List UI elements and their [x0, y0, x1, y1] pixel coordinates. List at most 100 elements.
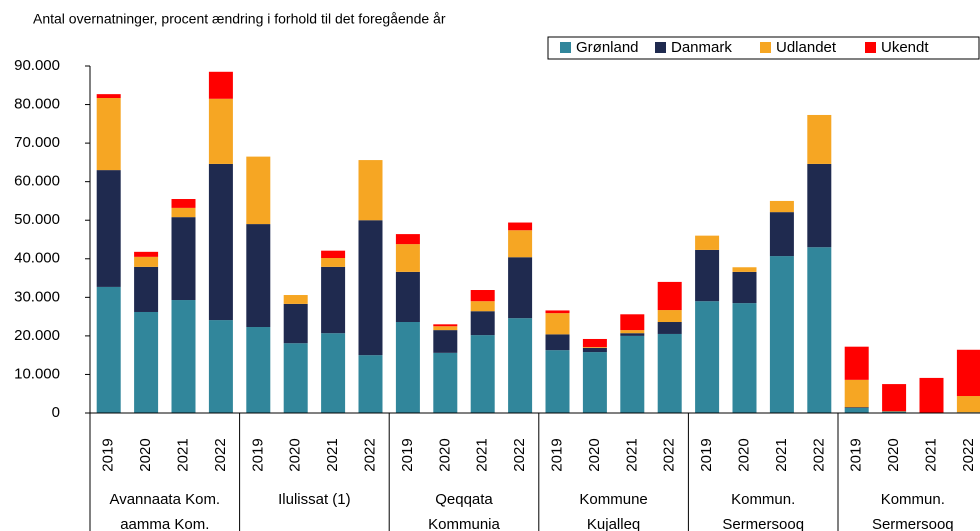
x-tick-label: 2019 [249, 438, 266, 471]
bar-segment [171, 300, 196, 413]
bar-segment [956, 349, 980, 397]
y-tick-label: 10.000 [14, 365, 60, 382]
bar-segment [545, 350, 570, 413]
legend-swatch [560, 42, 571, 53]
bar-segment [470, 290, 495, 302]
bar-segment [732, 267, 757, 272]
bar-segment [171, 199, 196, 208]
x-tick-label: 2022 [511, 438, 528, 471]
group-label: Kujalleq [587, 516, 640, 531]
group-label: Sermersooq [872, 516, 954, 531]
group-label: Sermersooq [722, 516, 804, 531]
x-tick-label: 2020 [137, 438, 154, 471]
x-tick-label: 2019 [848, 438, 865, 471]
legend-swatch [865, 42, 876, 53]
bar-segment [657, 322, 682, 334]
group-label: Kommune [579, 491, 647, 508]
bar-segment [732, 271, 757, 304]
bar-segment [134, 251, 159, 257]
x-tick-label: 2021 [623, 438, 640, 471]
bar-segment [695, 249, 720, 302]
bar-segment [620, 335, 645, 413]
bar-segment [433, 352, 458, 413]
bar-segment [433, 324, 458, 327]
legend-swatch [760, 42, 771, 53]
bar-segment [508, 230, 533, 258]
y-tick-label: 60.000 [14, 173, 60, 190]
bar-segment [246, 156, 271, 225]
bar-segment [508, 318, 533, 413]
bar-segment [283, 343, 308, 413]
x-tick-label: 2021 [922, 438, 939, 471]
bar-segment [844, 346, 869, 380]
x-tick-label: 2021 [174, 438, 191, 471]
bar-segment [620, 314, 645, 331]
bar-segment [96, 286, 121, 413]
bar-segment [208, 320, 233, 413]
bar-segment [321, 258, 346, 267]
bar-segment [695, 301, 720, 413]
bar-segment [470, 335, 495, 413]
bar-segment [620, 330, 645, 334]
x-tick-label: 2020 [885, 438, 902, 471]
group-label: Ilulissat (1) [278, 491, 351, 508]
bar-segment [657, 310, 682, 323]
bar-segment [470, 301, 495, 312]
x-tick-label: 2019 [399, 438, 416, 471]
bar-segment [769, 256, 794, 413]
bar-segment [582, 347, 607, 353]
bar-segment [545, 310, 570, 314]
bar-segment [769, 200, 794, 213]
bar-segment [358, 160, 383, 221]
bar-segment [134, 256, 159, 267]
bar-segment [96, 170, 121, 287]
bar-segment [882, 411, 907, 413]
bar-segment [657, 333, 682, 413]
bar-segment [395, 244, 420, 272]
bar-segment [433, 330, 458, 353]
bar-segment [844, 407, 869, 413]
y-tick-label: 20.000 [14, 327, 60, 344]
y-tick-label: 70.000 [14, 134, 60, 151]
bar-segment [96, 94, 121, 99]
legend-label: Grønland [576, 39, 639, 56]
x-tick-label: 2022 [212, 438, 229, 471]
x-tick-label: 2019 [698, 438, 715, 471]
y-tick-label: 90.000 [14, 57, 60, 74]
legend-label: Udlandet [776, 39, 837, 56]
bar-segment [208, 71, 233, 99]
bar-segment [807, 114, 832, 164]
x-tick-label: 2020 [287, 438, 304, 471]
bar-segment [844, 379, 869, 408]
bar-segment [395, 234, 420, 245]
bar-segment [208, 163, 233, 321]
bar-segment [769, 212, 794, 257]
y-tick-label: 30.000 [14, 288, 60, 305]
bar-segment [807, 247, 832, 413]
x-tick-label: 2021 [773, 438, 790, 471]
legend-label: Ukendt [881, 39, 929, 56]
bar-segment [956, 396, 980, 413]
bar-segment [620, 333, 645, 336]
bar-segment [657, 281, 682, 311]
group-label: aamma Kom. [120, 516, 209, 531]
bar-segment [96, 98, 121, 171]
legend-swatch [655, 42, 666, 53]
x-tick-label: 2021 [474, 438, 491, 471]
y-tick-label: 40.000 [14, 250, 60, 267]
bar-segment [470, 311, 495, 336]
x-tick-label: 2019 [548, 438, 565, 471]
bar-segment [695, 235, 720, 250]
bar-segment [208, 98, 233, 164]
bar-segment [246, 224, 271, 328]
bar-segment [508, 257, 533, 319]
bar-segment [545, 313, 570, 335]
bar-segment [882, 384, 907, 412]
x-tick-label: 2022 [661, 438, 678, 471]
group-label: Kommun. [881, 491, 945, 508]
bar-segment [171, 217, 196, 301]
bar-segment [433, 326, 458, 331]
group-label: Qeqqata [435, 491, 493, 508]
legend-label: Danmark [671, 39, 732, 56]
